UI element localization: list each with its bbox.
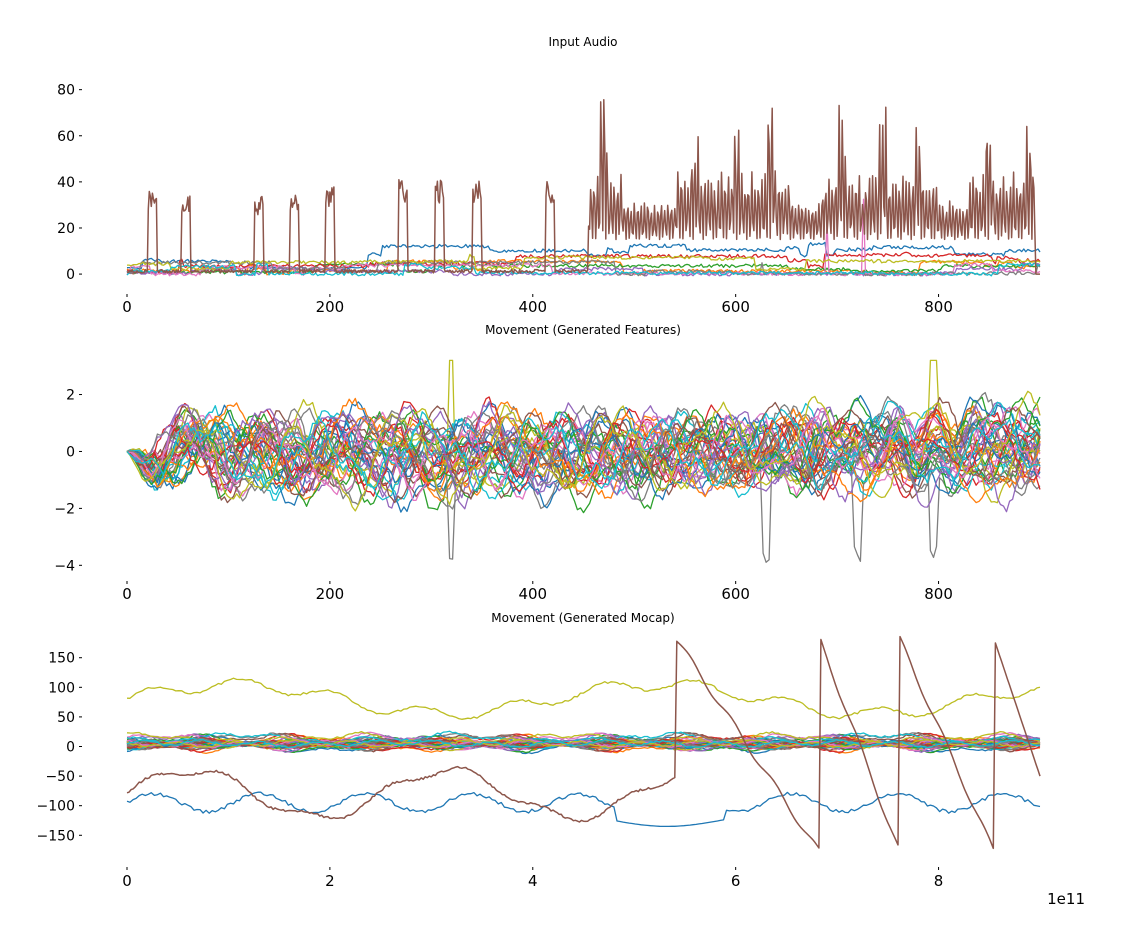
feature-series-line xyxy=(126,407,1041,499)
x-tick-label: 2 xyxy=(325,872,335,890)
chart-audio-x-ticks: 0 200 400 600 800 xyxy=(122,294,953,316)
audio-series-line xyxy=(126,260,1041,277)
x-tick-label: 400 xyxy=(518,298,547,316)
x-tick-label: 800 xyxy=(924,585,953,603)
feature-series-line xyxy=(126,412,1041,492)
x-tick-label: 800 xyxy=(924,298,953,316)
y-tick-label: −100 xyxy=(37,799,75,815)
feature-series-line xyxy=(126,397,1041,504)
audio-brown-series-line xyxy=(126,99,1040,275)
y-tick-label: −4 xyxy=(54,558,75,574)
x-tick-label: 0 xyxy=(122,585,132,603)
x-tick-label: 400 xyxy=(518,585,547,603)
audio-series-line xyxy=(126,262,1041,275)
chart-mocap: Movement (Generated Mocap) 0 2 4 6 8 −150 −10… xyxy=(37,611,1085,908)
y-tick-label: 50 xyxy=(57,710,75,726)
mocap-olive-series-line xyxy=(126,677,1041,720)
audio-series-line xyxy=(127,253,1041,272)
x-tick-label: 200 xyxy=(316,298,345,316)
mocap-series-line xyxy=(126,738,1041,749)
y-tick-label: 2 xyxy=(66,388,75,404)
y-tick-label: 80 xyxy=(57,83,75,99)
chart-audio-y-ticks: 0 20 40 60 80 xyxy=(57,83,82,283)
chart-features-x-ticks: 0 200 400 600 800 xyxy=(122,581,953,603)
x-tick-label: 0 xyxy=(122,872,132,890)
chart-mocap-lines xyxy=(126,635,1041,850)
y-tick-label: 0 xyxy=(66,740,75,756)
y-tick-label: −150 xyxy=(37,828,75,844)
chart-audio-title: Input Audio xyxy=(549,35,618,49)
y-tick-label: 100 xyxy=(48,680,75,696)
x-tick-label: 200 xyxy=(316,585,345,603)
feature-series-line xyxy=(126,413,1041,490)
feature-series-line xyxy=(126,404,1041,502)
y-tick-label: 0 xyxy=(66,444,75,460)
chart-features-y-ticks: −4 −2 0 2 xyxy=(54,388,82,574)
y-tick-label: −2 xyxy=(54,501,75,517)
y-tick-label: 40 xyxy=(57,175,75,191)
x-tick-label: 6 xyxy=(731,872,741,890)
x-tick-label: 600 xyxy=(721,585,750,603)
y-tick-label: 60 xyxy=(57,129,75,145)
x-tick-label: 0 xyxy=(122,298,132,316)
mocap-series-line xyxy=(126,739,1041,749)
chart-features: Movement (Generated Features) 0 200 400 600… xyxy=(54,323,1041,603)
chart-mocap-y-ticks: −150 −100 −50 0 50 100 150 xyxy=(37,651,82,844)
x-tick-label: 8 xyxy=(934,872,944,890)
x-tick-label: 600 xyxy=(721,298,750,316)
x-tick-label: 4 xyxy=(528,872,538,890)
chart-features-title: Movement (Generated Features) xyxy=(485,323,681,337)
mocap-series-line xyxy=(126,739,1041,749)
chart-mocap-title: Movement (Generated Mocap) xyxy=(491,611,674,625)
y-tick-label: −50 xyxy=(45,769,75,785)
feature-series-line xyxy=(126,405,1041,499)
feature-series-line xyxy=(126,411,1041,492)
mocap-blue-series-line xyxy=(126,791,1041,828)
chart-mocap-x-ticks: 0 2 4 6 8 xyxy=(122,867,943,890)
y-tick-label: 150 xyxy=(48,651,75,667)
feature-series-line xyxy=(126,400,1041,501)
feature-series-line xyxy=(126,407,1041,493)
chart-features-lines xyxy=(126,359,1041,563)
chart-audio-lines xyxy=(126,99,1041,277)
y-tick-label: 20 xyxy=(57,221,75,237)
feature-series-line xyxy=(126,408,1041,497)
chart-audio: Input Audio 0 200 400 600 800 0 20 40 60 80 xyxy=(57,35,1041,316)
audio-series-line xyxy=(126,262,1041,277)
y-tick-label: 0 xyxy=(66,267,75,283)
mocap-brown-series-line xyxy=(126,635,1041,850)
chart-mocap-x-scale-label: 1e11 xyxy=(1047,890,1085,908)
